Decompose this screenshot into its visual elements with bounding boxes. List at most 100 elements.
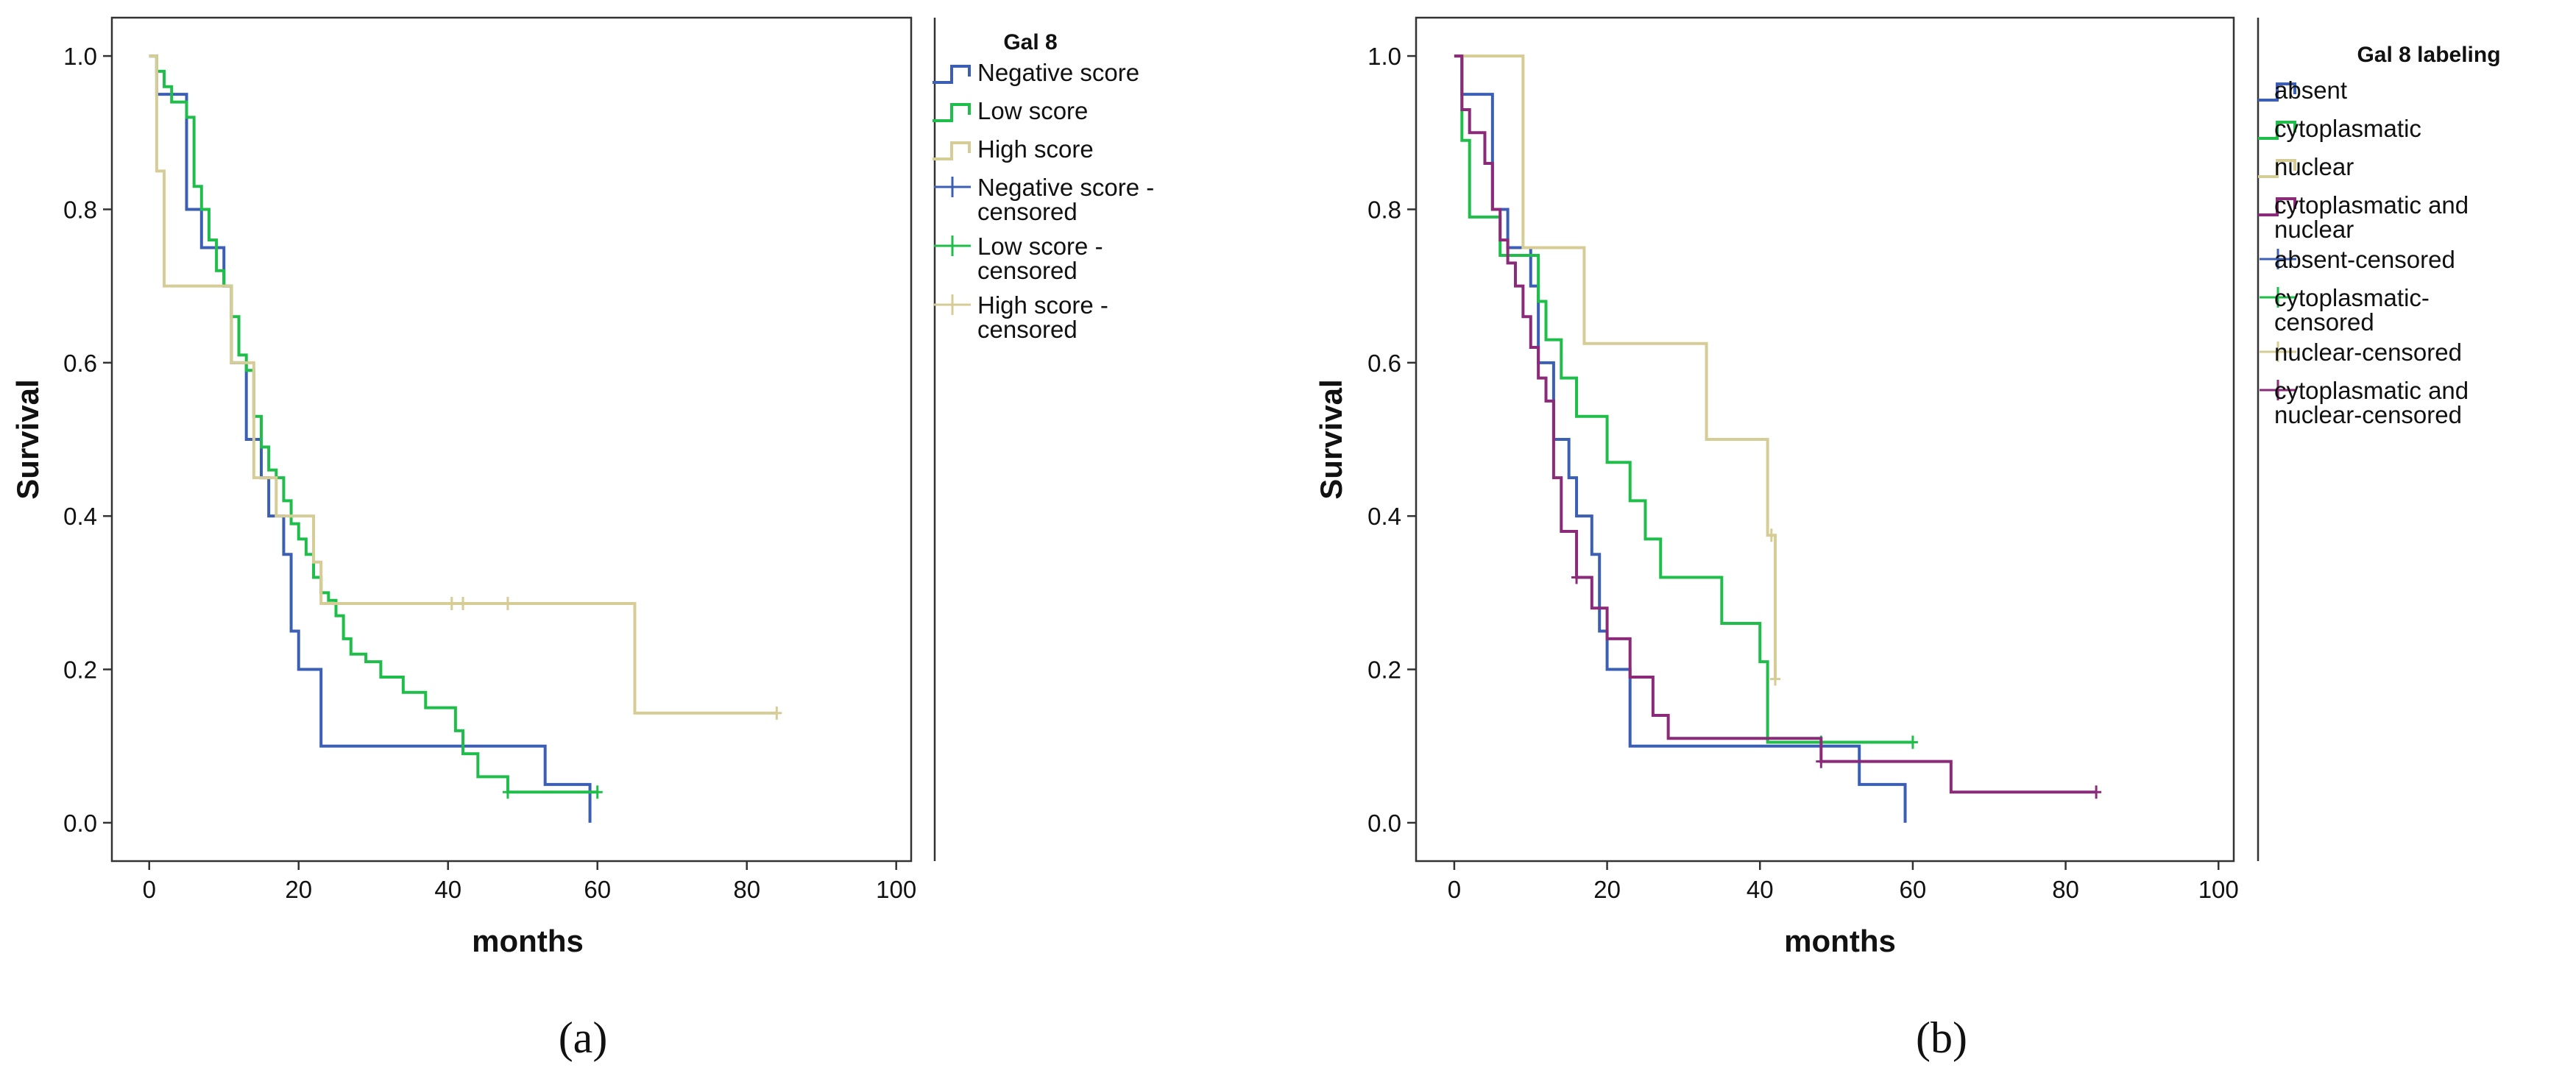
censor-mark xyxy=(592,785,603,799)
plot-layer-a: 0 20 40 60 80 100 0.0 0.2 0.4 0.6 0.8 1.0 xyxy=(63,43,916,903)
y-tick-label: 0.6 xyxy=(63,350,97,377)
legend-item: nuclear xyxy=(2258,153,2354,180)
legend-step-symbol xyxy=(2258,82,2296,102)
y-tick-label: 0.8 xyxy=(63,196,97,223)
legend-a: Negative score Low score High score Negativ… xyxy=(933,59,1154,343)
legend-censor-symbol xyxy=(934,236,971,256)
x-tick-label: 20 xyxy=(285,876,312,903)
y-tick-label: 0.0 xyxy=(63,810,97,837)
y-tick-label: 0.4 xyxy=(63,503,97,530)
censor-mark xyxy=(1907,735,1918,749)
legend-item: absent xyxy=(2258,77,2347,104)
legend-censor-symbol xyxy=(2260,380,2296,400)
legend-item: Negative score -censored xyxy=(934,174,1154,225)
censor-mark xyxy=(446,596,457,610)
legend-label: censored xyxy=(977,316,1078,343)
plot-area-b xyxy=(1415,16,2235,863)
legend-step-symbol xyxy=(2258,197,2296,216)
legend-label: cytoplasmatic and xyxy=(2274,377,2469,404)
km-curve-low-score xyxy=(149,54,598,794)
censor-mark xyxy=(502,596,513,610)
legend-label: absent xyxy=(2274,77,2347,104)
legend-label: nuclear xyxy=(2274,216,2354,243)
legend-label: censored xyxy=(977,198,1078,225)
y-tick-label: 0.6 xyxy=(1367,350,1401,377)
x-tick-label: 0 xyxy=(1448,876,1461,903)
legend-item: High score -censored xyxy=(934,291,1108,343)
y-tick-label: 0.4 xyxy=(1367,503,1401,530)
legend-label: censored xyxy=(2274,308,2374,336)
x-tick-label: 40 xyxy=(1747,876,1774,903)
legend-label: nuclear-censored xyxy=(2274,401,2462,428)
km-curve-absent xyxy=(1454,54,1907,823)
legend-censor-symbol xyxy=(934,177,971,197)
plot-layer-b: 0 20 40 60 80 100 0.0 0.2 0.4 0.6 0.8 1.0 xyxy=(1367,43,2239,903)
legend-step-symbol xyxy=(2258,159,2296,178)
y-tick-label: 1.0 xyxy=(63,43,97,70)
legend-item: cytoplasmatic-censored xyxy=(2260,284,2430,336)
legend-step-symbol xyxy=(933,65,971,84)
legend-item: Low score -censored xyxy=(934,233,1103,284)
legend-label: Negative score - xyxy=(977,174,1154,201)
x-tick-label: 100 xyxy=(2198,876,2239,903)
x-tick-label: 20 xyxy=(1593,876,1621,903)
legend-step-symbol xyxy=(933,141,971,160)
x-tick-label: 40 xyxy=(434,876,461,903)
panel-label-b: (b) xyxy=(1916,1013,1967,1062)
legend-label: High score xyxy=(977,135,1094,163)
censor-mark xyxy=(502,785,513,799)
censor-mark xyxy=(1816,754,1827,768)
censor-mark xyxy=(1770,672,1781,686)
panel-label-a: (a) xyxy=(559,1013,608,1062)
x-axis-label-b: months xyxy=(1784,924,1896,958)
y-axis-label-a: Survival xyxy=(10,379,45,499)
legend-item: Low score xyxy=(933,97,1088,124)
censor-mark xyxy=(2091,785,2102,799)
legend-step-symbol xyxy=(2258,121,2296,140)
legend-censor-symbol xyxy=(2260,287,2296,308)
legend-label: absent-censored xyxy=(2274,246,2455,273)
censor-mark xyxy=(1571,570,1582,584)
legend-title-a: Gal 8 xyxy=(1003,30,1057,54)
censor-mark xyxy=(771,706,782,720)
legend-item: High score xyxy=(933,135,1094,163)
legend-item: Negative score xyxy=(933,59,1139,86)
legend-title-b: Gal 8 labeling xyxy=(2357,43,2500,67)
x-tick-label: 0 xyxy=(143,876,156,903)
y-tick-label: 1.0 xyxy=(1367,43,1401,70)
censor-mark xyxy=(1766,528,1777,542)
y-tick-label: 0.2 xyxy=(63,656,97,684)
legend-label: Low score - xyxy=(977,233,1103,260)
legend-step-symbol xyxy=(933,103,971,122)
x-tick-label: 60 xyxy=(584,876,611,903)
legend-censor-symbol xyxy=(2260,341,2296,362)
legend-censor-symbol xyxy=(934,294,971,315)
x-tick-label: 80 xyxy=(733,876,760,903)
plot-area-a xyxy=(110,16,913,863)
legend-b: absentcytoplasmaticnuclearcytoplasmatic … xyxy=(2258,77,2469,428)
legend-label: cytoplasmatic and xyxy=(2274,191,2469,219)
legend-label: censored xyxy=(977,257,1078,284)
legend-item: nuclear-censored xyxy=(2260,339,2462,366)
x-tick-label: 60 xyxy=(1900,876,1927,903)
legend-label: cytoplasmatic- xyxy=(2274,284,2430,311)
legend-item: absent-censored xyxy=(2260,246,2455,273)
legend-label: Negative score xyxy=(977,59,1139,86)
x-axis-label-a: months xyxy=(472,924,584,958)
censor-mark xyxy=(458,596,469,610)
legend-label: nuclear xyxy=(2274,153,2354,180)
legend-label: nuclear-censored xyxy=(2274,339,2462,366)
legend-label: cytoplasmatic xyxy=(2274,115,2421,142)
legend-censor-symbol xyxy=(2260,249,2296,269)
legend-item: cytoplasmatic xyxy=(2258,115,2421,142)
y-axis-label-b: Survival xyxy=(1314,379,1348,499)
km-curve-cytoplasmatic-and-nuclear xyxy=(1454,54,2097,794)
km-curve-nuclear xyxy=(1454,54,1777,679)
y-tick-label: 0.2 xyxy=(1367,656,1401,684)
km-curve-cytoplasmatic xyxy=(1454,54,1913,744)
